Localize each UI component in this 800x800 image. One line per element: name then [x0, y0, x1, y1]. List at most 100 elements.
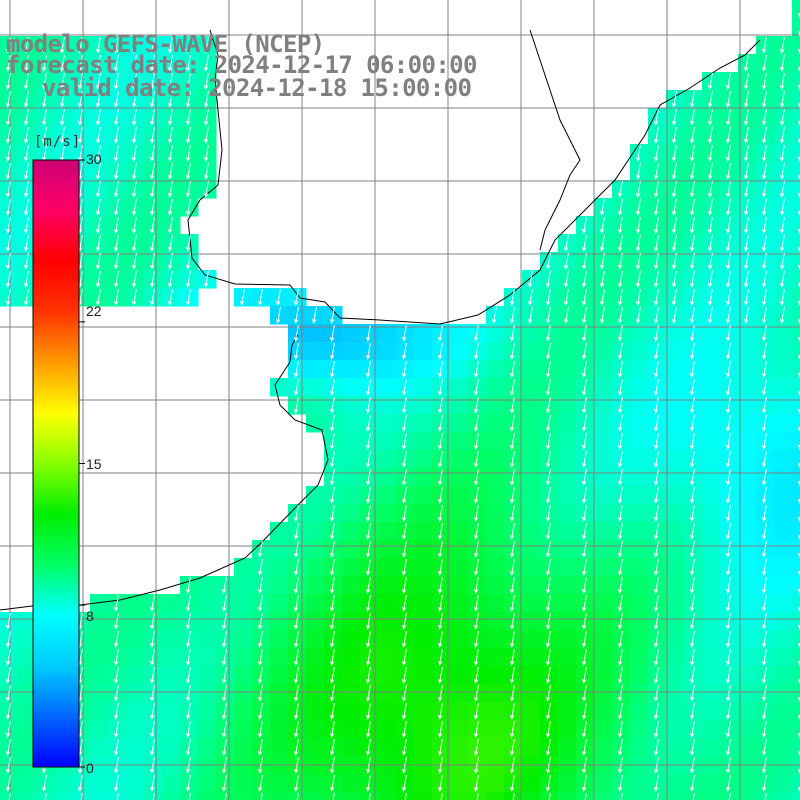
wind-speed-cell [198, 648, 217, 667]
wind-speed-cell [792, 0, 800, 19]
wind-arrow [762, 217, 767, 235]
wind-arrow [672, 235, 677, 253]
wind-arrow [96, 199, 101, 217]
wind-arrow [186, 703, 191, 721]
wind-arrow [618, 613, 623, 631]
wind-arrow [690, 451, 695, 469]
wind-arrow [132, 271, 137, 289]
wind-arrow [330, 721, 335, 739]
wind-speed-cell [594, 630, 613, 649]
wind-speed-cell [378, 684, 397, 703]
wind-speed-cell [450, 738, 469, 757]
wind-arrow [654, 253, 659, 271]
wind-arrow [690, 289, 695, 307]
wind-speed-cell [126, 666, 145, 685]
wind-speed-cell [594, 576, 613, 595]
wind-arrow [474, 361, 479, 379]
wind-arrow [510, 433, 515, 451]
wind-arrow [294, 343, 299, 361]
wind-arrow [474, 469, 479, 487]
wind-arrow [402, 451, 407, 469]
wind-arrow [546, 667, 551, 685]
wind-arrow [222, 721, 227, 739]
wind-arrow [438, 667, 443, 685]
wind-arrow [780, 109, 785, 127]
wind-arrow [654, 397, 659, 415]
wind-arrow [260, 793, 263, 800]
wind-arrow [726, 289, 731, 307]
wind-arrow [78, 37, 83, 55]
wind-arrow [708, 109, 713, 127]
wind-speed-cell [270, 792, 289, 800]
wind-arrow [330, 649, 335, 667]
wind-arrow [438, 433, 443, 451]
wind-arrow [690, 235, 695, 253]
wind-speed-cell [792, 522, 800, 541]
wind-speed-cell [414, 342, 433, 361]
wind-arrow [402, 379, 407, 397]
wind-speed-cell [738, 612, 757, 631]
wind-arrow [708, 181, 713, 199]
wind-arrow [6, 109, 11, 127]
wind-arrow [438, 559, 443, 577]
colorbar [32, 159, 85, 768]
wind-arrow [618, 505, 623, 523]
wind-arrow [654, 523, 659, 541]
wind-speed-cell [342, 522, 361, 541]
wind-speed-cell [522, 684, 541, 703]
wind-speed-cell [432, 792, 451, 800]
wind-arrow [330, 433, 335, 451]
wind-arrow [584, 793, 587, 800]
wind-arrow [762, 469, 767, 487]
wind-arrow [168, 271, 173, 289]
wind-arrow [690, 361, 695, 379]
wind-arrow [168, 289, 173, 307]
wind-speed-cell [234, 558, 253, 577]
wind-speed-cell [792, 450, 800, 469]
wind-arrow [6, 757, 11, 775]
wind-speed-cell [306, 792, 325, 800]
wind-speed-cell [450, 702, 469, 721]
wind-speed-cell [378, 540, 397, 559]
wind-arrow [690, 433, 695, 451]
wind-speed-cell [234, 720, 253, 739]
wind-speed-cell [378, 522, 397, 541]
wind-speed-cell [666, 378, 685, 397]
wind-arrow [330, 613, 335, 631]
wind-arrow [528, 271, 533, 289]
wind-arrow [546, 685, 551, 703]
wind-speed-cell [198, 702, 217, 721]
wind-speed-cell [126, 738, 145, 757]
wind-arrow [330, 685, 335, 703]
wind-arrow [618, 397, 623, 415]
wind-arrow [618, 757, 623, 775]
wind-arrow [438, 541, 443, 559]
wind-speed-cell [522, 648, 541, 667]
wind-speed-cell [558, 792, 577, 800]
wind-speed-cell [162, 738, 181, 757]
wind-speed-cell [450, 774, 469, 793]
wind-arrow [204, 109, 209, 127]
wind-arrow [438, 379, 443, 397]
wind-arrow [528, 289, 533, 307]
wind-arrow [42, 73, 47, 91]
wind-speed-cell [702, 522, 721, 541]
wind-speed-cell [522, 612, 541, 631]
wind-speed-cell [792, 486, 800, 505]
wind-speed-cell [342, 396, 361, 415]
wind-speed-cell [270, 648, 289, 667]
wind-arrow [672, 181, 677, 199]
wind-speed-cell [630, 702, 649, 721]
wind-speed-cell [792, 396, 800, 415]
wind-arrow [654, 559, 659, 577]
wind-arrow [764, 793, 767, 800]
wind-speed-cell [792, 90, 800, 109]
wind-arrow [618, 217, 623, 235]
wind-arrow [168, 235, 173, 253]
wind-speed-cell [378, 342, 397, 361]
wind-arrow [618, 343, 623, 361]
wind-arrow [438, 739, 443, 757]
wind-arrow [150, 163, 155, 181]
wind-arrow [204, 73, 209, 91]
wind-arrow [618, 577, 623, 595]
